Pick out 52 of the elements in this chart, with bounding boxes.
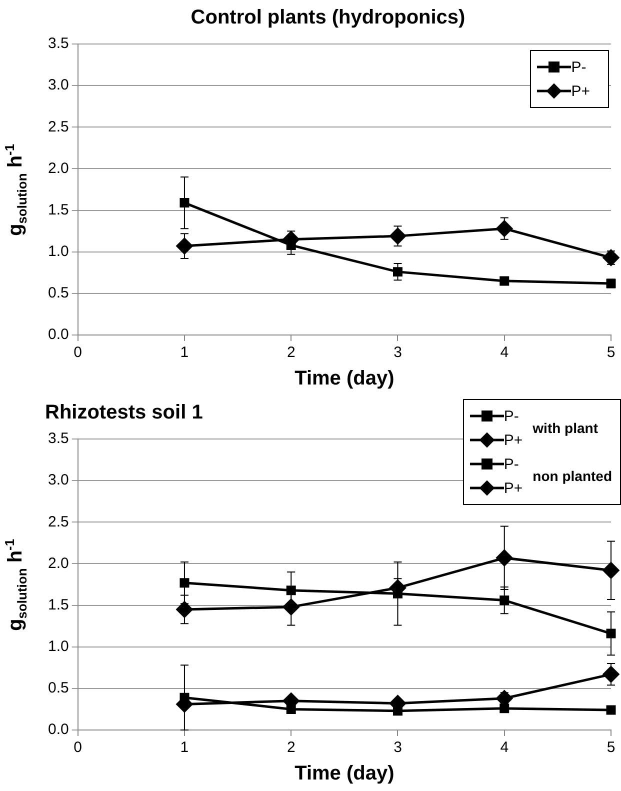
y-tick-label: 1.0 (48, 638, 69, 655)
point (602, 562, 620, 579)
y-tick-label: 2.5 (48, 118, 69, 136)
y-tick-label: 1.5 (48, 596, 69, 614)
x-tick-label: 4 (500, 739, 509, 756)
y-tick-label: 3.5 (48, 35, 69, 52)
point (393, 267, 402, 277)
x-tick-label: 0 (74, 739, 82, 756)
x-tick-label: 5 (606, 344, 616, 362)
chart-title: Rhizotests soil 1 (45, 402, 203, 424)
x-axis-title: Time (day) (294, 762, 394, 785)
y-tick-label: 3.0 (48, 472, 69, 489)
legend-label: P+ (571, 82, 590, 100)
legend-label: P+ (504, 480, 523, 496)
x-tick-label: 5 (606, 739, 616, 756)
chart-title: Control plants (hydroponics) (190, 6, 466, 29)
y-tick-label: 0.0 (48, 326, 69, 344)
y-tick-label: 0.5 (48, 680, 69, 697)
point (176, 238, 193, 255)
y-tick-label: 3.0 (48, 76, 69, 94)
x-axis-title: Time (day) (294, 368, 394, 390)
y-tick-label: 0.0 (48, 721, 69, 738)
x-tick-label: 0 (74, 344, 82, 362)
x-tick-label: 2 (286, 344, 296, 362)
legend-label: P+ (504, 432, 523, 448)
annotation: non planted (532, 468, 612, 484)
point (180, 578, 190, 588)
point (606, 705, 616, 715)
x-tick-label: 2 (286, 739, 296, 756)
x-tick-label: 4 (500, 344, 509, 362)
point (286, 704, 296, 714)
x-tick-label: 1 (180, 344, 189, 362)
x-tick-label: 3 (394, 739, 402, 756)
text: with plant (532, 420, 599, 436)
legend-label: P- (504, 408, 519, 424)
y-tick-label: 1.5 (48, 201, 69, 218)
y-tick-label: 2.0 (48, 160, 69, 177)
legend-label: P- (571, 58, 586, 76)
y-tick-label: 2.5 (48, 513, 69, 530)
y-tick-label: 3.5 (48, 430, 69, 448)
point (500, 276, 510, 286)
y-tick-label: 0.5 (48, 284, 69, 302)
point (602, 249, 620, 266)
y-tick-label: 1.0 (48, 243, 69, 260)
x-tick-label: 1 (180, 739, 189, 756)
legend-label: P- (504, 456, 519, 472)
point (500, 596, 510, 606)
point (389, 228, 406, 245)
point (180, 198, 190, 208)
point (393, 706, 402, 716)
y-tick-label: 2.0 (48, 554, 69, 572)
x-tick-label: 3 (394, 344, 402, 362)
